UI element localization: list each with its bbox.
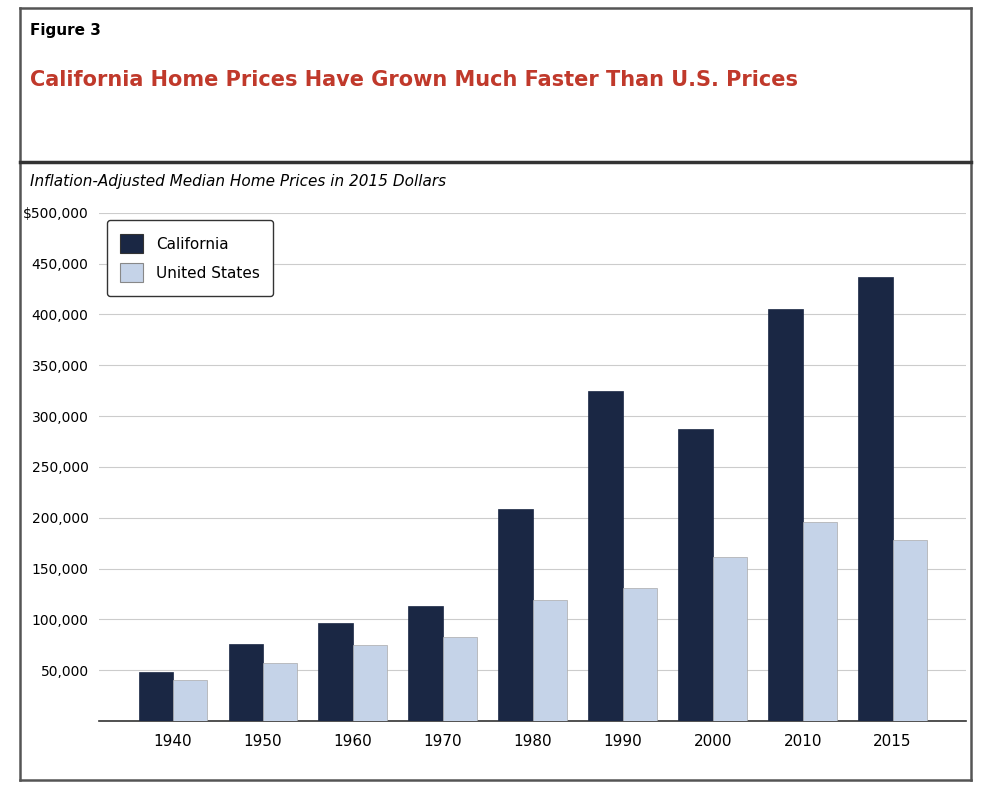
Legend: California, United States: California, United States	[107, 221, 274, 296]
Bar	[263, 663, 297, 721]
Bar	[679, 429, 713, 721]
Bar	[408, 606, 443, 721]
Bar	[858, 277, 893, 721]
Bar	[803, 522, 836, 721]
Bar	[622, 588, 657, 721]
Bar	[893, 540, 927, 721]
Text: California Home Prices Have Grown Much Faster Than U.S. Prices: California Home Prices Have Grown Much F…	[30, 69, 798, 90]
Bar	[172, 680, 207, 721]
Bar	[533, 600, 567, 721]
Bar	[768, 310, 803, 721]
Bar	[318, 623, 353, 721]
Text: Figure 3: Figure 3	[30, 23, 101, 38]
Bar	[713, 557, 747, 721]
Bar	[139, 672, 172, 721]
Bar	[353, 645, 386, 721]
Bar	[589, 391, 622, 721]
Bar	[229, 644, 263, 721]
Text: Inflation-Adjusted Median Home Prices in 2015 Dollars: Inflation-Adjusted Median Home Prices in…	[30, 173, 446, 189]
Bar	[443, 637, 477, 721]
Bar	[498, 508, 533, 721]
